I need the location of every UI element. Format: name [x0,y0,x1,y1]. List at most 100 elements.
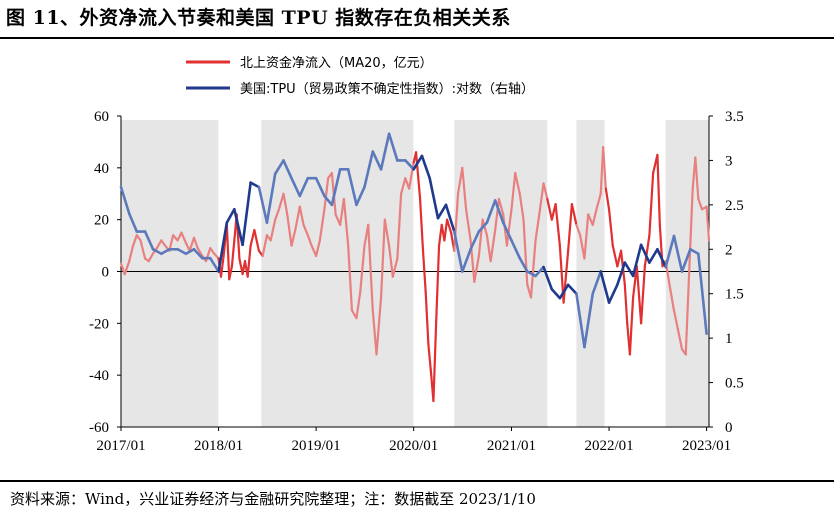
series-1-segment [155,239,163,250]
series-2-segment [355,185,366,207]
shaded-period-5 [665,120,709,427]
series-2-segment [583,292,595,349]
right-tick-label: 0.5 [725,376,744,392]
left-tick-label: 40 [94,161,109,177]
series-1-segment [427,342,432,372]
series-2-segment [525,270,537,278]
series-2-segment [656,247,668,269]
series-2-segment [127,212,139,233]
series-1-segment [534,213,541,242]
series-1-segment [643,234,651,268]
series-1-segment [583,213,590,260]
series-2-segment [273,159,285,176]
series-2-segment [119,185,131,216]
bottom-rule [0,480,834,482]
series-2-segment [680,247,692,273]
series-1-segment [575,223,582,237]
series-1-segment [180,231,188,245]
series-1-segment [464,208,472,242]
series-2-segment [599,270,611,304]
series-1-segment [538,182,545,216]
x-tick-label: 2018/01 [194,438,243,454]
series-2-segment [363,150,375,189]
series-2-segment [217,221,229,273]
series-1-segment [640,265,646,325]
series-2-segment [575,292,586,349]
series-1-segment [391,257,399,278]
series-2-segment [249,181,261,189]
series-1-segment [684,244,692,356]
series-1-segment [481,218,488,237]
series-1-segment [570,203,578,226]
series-2-segment [176,247,188,256]
series-1-segment [249,228,256,247]
series-2-segment [623,261,635,278]
series-1-segment [286,213,293,247]
series-2-segment [379,132,391,171]
series-2-segment [233,208,244,247]
x-tick-label: 2021/01 [487,438,536,454]
series-1-segment [147,252,155,263]
series-2-segment [404,159,415,171]
series-1-segment [246,244,252,278]
series-1-segment [694,156,700,201]
series-1-segment [602,146,607,190]
left-tick-label: -60 [89,420,109,436]
legend-label-2: 美国:TPU（贸易政策不确定性指数）:对数（右轴） [240,81,534,97]
left-tick-label: 0 [102,265,110,281]
series-1-segment [421,249,427,294]
right-tick-label: 2.5 [725,198,744,214]
series-1-segment [445,218,453,234]
series-1-segment [219,254,225,278]
series-1-segment [432,322,438,403]
series-1-segment [424,291,430,346]
series-1-segment [510,171,517,211]
series-1-segment [635,265,643,325]
series-2-segment [688,247,700,256]
series-1-segment [119,262,126,276]
series-1-segment [396,192,403,260]
left-tick-label: 60 [94,109,109,125]
series-2-segment [558,283,570,300]
series-1-segment [542,182,549,201]
series-1-segment [128,244,135,263]
series-1-segment [604,187,611,211]
series-1-segment [290,228,297,247]
series-2-segment [607,283,619,304]
series-1-segment [587,213,594,226]
series-1-segment [628,296,635,356]
series-1-segment [212,252,220,260]
right-tick-label: 3 [725,153,733,169]
right-tick-label: 0 [725,420,733,436]
series-1-segment [414,151,422,201]
series-1-segment [473,254,480,283]
series-1-segment [302,223,309,237]
series-1-segment [383,218,391,247]
series-1-segment [505,208,513,247]
series-2-segment [444,203,456,233]
series-1-segment [253,228,261,252]
series-1-segment [656,153,661,226]
series-2-segment [241,181,252,247]
series-1-segment [611,244,619,268]
series-1-segment [277,192,285,211]
series-1-segment [518,192,525,221]
axes: 60 40 20 0 -20 -40 -60 3.5 3 2.5 2 1.5 1 0.5 0 2017/01 2… [89,109,744,454]
right-tick-label: 1 [725,331,733,347]
series-1-segment [668,283,676,312]
series-1-segment [567,203,573,252]
figure-title: 图 11、外资净流入节奏和美国 TPU 指数存在负相关关系 [6,7,511,29]
series-1-segment [269,218,277,242]
series-1-segment [485,234,492,263]
series-1-segment [400,177,407,195]
series-2-segment [192,247,204,260]
x-tick-label: 2020/01 [389,438,438,454]
series-1-segment [497,197,505,216]
series-2-segment [290,176,302,198]
series-1-segment [435,244,441,325]
series-1-segment [318,208,326,242]
series-2-segment [616,261,627,287]
series-2-segment [184,247,196,256]
series-2-segment [501,221,513,242]
series-2-segment [387,132,399,162]
